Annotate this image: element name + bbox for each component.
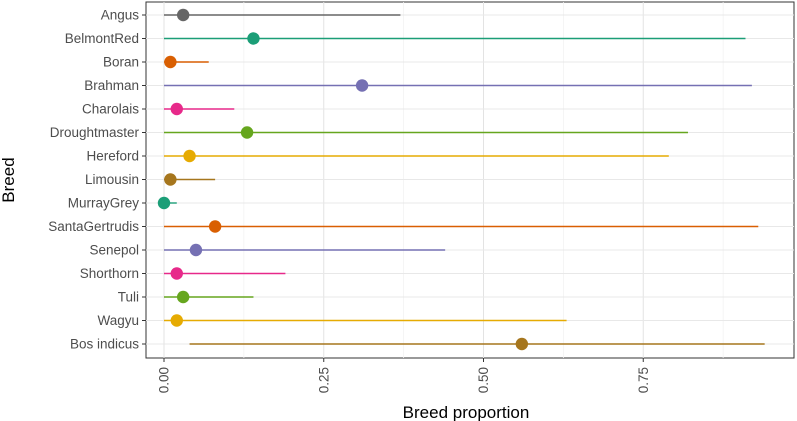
y-tick-label: BelmontRed bbox=[65, 31, 139, 46]
point-charolais bbox=[170, 102, 183, 116]
y-tick-label: Charolais bbox=[82, 102, 139, 117]
point-murraygrey bbox=[157, 196, 171, 210]
point-belmontred bbox=[247, 32, 260, 45]
y-tick-label: Hereford bbox=[86, 149, 139, 164]
y-tick-label: Tuli bbox=[118, 290, 139, 305]
x-tick-label: 0.75 bbox=[636, 367, 651, 393]
y-tick-label: Shorthorn bbox=[80, 266, 139, 281]
point-tuli bbox=[176, 290, 190, 304]
point-angus bbox=[176, 8, 190, 22]
x-axis-title: Breed proportion bbox=[403, 403, 530, 421]
point-santagertrudis bbox=[208, 220, 222, 233]
y-tick-label: Senepol bbox=[89, 243, 139, 258]
point-bos-indicus bbox=[515, 337, 529, 351]
point-brahman bbox=[355, 79, 369, 92]
point-hereford bbox=[183, 149, 196, 163]
y-tick-label: Brahman bbox=[84, 78, 139, 93]
point-wagyu bbox=[170, 314, 183, 327]
y-tick-label: SantaGertrudis bbox=[48, 219, 139, 234]
y-tick-label: Limousin bbox=[85, 172, 139, 187]
y-tick-label: Bos indicus bbox=[70, 337, 139, 352]
x-tick-label: 0.25 bbox=[316, 367, 331, 393]
y-axis-tick-labels: Angus BelmontRed Boran Brahman Charolais Drou… bbox=[48, 8, 146, 352]
x-tick-label: 0.00 bbox=[157, 367, 172, 393]
point-shorthorn bbox=[170, 267, 183, 280]
point-boran bbox=[164, 55, 177, 69]
x-axis-tick-labels: 0.00 0.25 0.50 0.75 bbox=[157, 358, 651, 393]
y-tick-label: Boran bbox=[103, 55, 139, 70]
y-tick-label: MurrayGrey bbox=[68, 196, 140, 211]
y-axis-title: Breed bbox=[0, 157, 18, 202]
point-senepol bbox=[189, 243, 203, 257]
data-marks bbox=[157, 8, 765, 351]
y-tick-label: Droughtmaster bbox=[50, 125, 140, 140]
point-droughtmaster bbox=[240, 126, 254, 139]
y-tick-label: Angus bbox=[101, 8, 140, 23]
y-tick-label: Wagyu bbox=[97, 313, 139, 328]
x-tick-label: 0.50 bbox=[476, 367, 491, 393]
point-limousin bbox=[164, 173, 177, 186]
